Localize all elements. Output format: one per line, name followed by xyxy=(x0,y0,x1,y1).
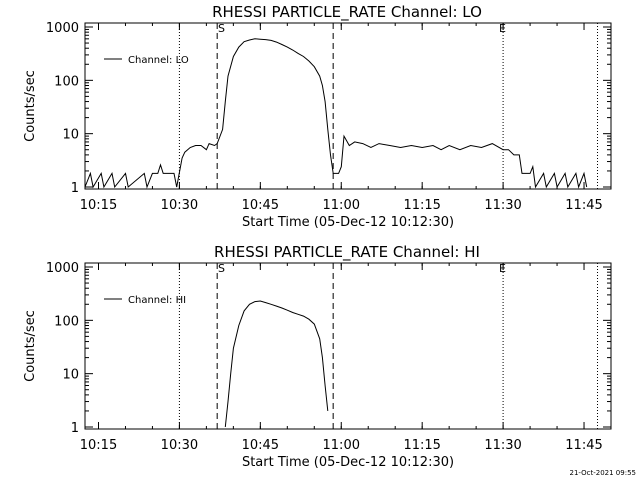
marker-label-end: E xyxy=(499,262,506,275)
y-tick-label: 1000 xyxy=(46,261,79,276)
x-tick-label: 11:15 xyxy=(403,198,440,213)
x-tick-label: 11:45 xyxy=(565,198,602,213)
y-axis-label: Counts/sec xyxy=(23,70,38,142)
x-tick-label: 10:45 xyxy=(242,198,279,213)
x-tick-label: 11:30 xyxy=(484,198,521,213)
panel-lo: RHESSI PARTICLE_RATE Channel: LO Start T… xyxy=(23,3,612,230)
x-tick-label: 11:00 xyxy=(323,438,360,453)
x-tick-label: 10:30 xyxy=(161,198,198,213)
x-axis-label: Start Time (05-Dec-12 10:12:30) xyxy=(242,215,454,230)
tick-layer: 10:15 10:30 10:45 11:00 11:15 11:30 11:45 1 10 10… xyxy=(46,21,612,213)
series-line xyxy=(224,300,329,428)
x-axis-label: Start Time (05-Dec-12 10:12:30) xyxy=(242,455,454,470)
x-tick-label: 11:45 xyxy=(565,438,602,453)
y-axis-label: Counts/sec xyxy=(23,310,38,382)
series-line xyxy=(84,38,588,189)
panel-title: RHESSI PARTICLE_RATE Channel: LO xyxy=(212,3,482,22)
panel-hi: RHESSI PARTICLE_RATE Channel: HI Start T… xyxy=(23,243,612,470)
marker-label-start: S xyxy=(218,262,225,275)
y-tick-label: 1000 xyxy=(46,21,79,36)
panel-title: RHESSI PARTICLE_RATE Channel: HI xyxy=(214,243,480,262)
x-tick-label: 10:15 xyxy=(80,438,117,453)
legend-label: Channel: HI xyxy=(128,295,186,306)
x-tick-label: 11:00 xyxy=(323,198,360,213)
y-tick-label: 1 xyxy=(71,421,79,436)
marker-label-end: E xyxy=(499,22,506,35)
x-tick-label: 10:15 xyxy=(80,198,117,213)
tick-layer: 10:15 10:30 10:45 11:00 11:15 11:30 11:45 1 10 10… xyxy=(46,261,612,453)
legend-label: Channel: LO xyxy=(128,55,189,66)
x-tick-label: 10:30 xyxy=(161,438,198,453)
footer-timestamp: 21-Oct-2021 09:55 xyxy=(570,469,636,477)
y-tick-label: 10 xyxy=(62,128,79,143)
x-tick-label: 11:30 xyxy=(484,438,521,453)
y-tick-label: 100 xyxy=(54,74,79,89)
y-tick-label: 100 xyxy=(54,314,79,329)
x-tick-label: 11:15 xyxy=(403,438,440,453)
plot-frame xyxy=(84,262,612,430)
x-tick-label: 10:45 xyxy=(242,438,279,453)
y-tick-label: 10 xyxy=(62,368,79,383)
y-tick-label: 1 xyxy=(71,181,79,196)
plot-frame xyxy=(84,22,612,190)
marker-label-start: S xyxy=(218,22,225,35)
